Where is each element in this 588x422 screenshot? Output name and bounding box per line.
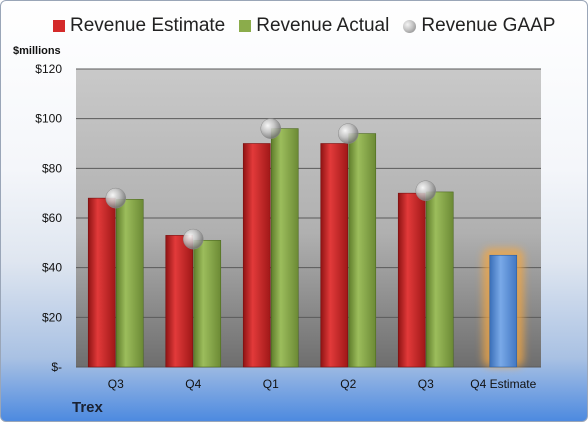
- x-tick-label: Q4: [185, 377, 201, 391]
- legend-item-actual: Revenue Actual: [239, 15, 389, 37]
- y-tick-label: $80: [42, 161, 62, 175]
- company-name: Trex: [72, 399, 103, 416]
- future-estimate-bar: [489, 254, 518, 368]
- gaap-markers: [105, 118, 436, 250]
- gaap-marker: [260, 118, 281, 139]
- gaap-marker: [183, 228, 204, 250]
- gaap-marker: [105, 187, 126, 209]
- legend-item-estimate: Revenue Estimate: [53, 15, 225, 37]
- x-tick-label: Q1: [263, 377, 279, 391]
- estimate-bar: [320, 143, 349, 368]
- x-tick-label: Q3: [418, 377, 434, 391]
- legend: Revenue Estimate Revenue Actual Revenue …: [53, 15, 555, 37]
- actual-bar: [270, 128, 299, 368]
- y-tick-label: $60: [42, 211, 62, 225]
- legend-label-gaap: Revenue GAAP: [421, 15, 556, 36]
- estimate-bar: [87, 197, 116, 368]
- y-tick-label: $100: [35, 112, 62, 126]
- estimate-bar: [397, 192, 426, 368]
- legend-swatch-estimate: [53, 20, 65, 32]
- legend-label-actual: Revenue Actual: [256, 15, 390, 36]
- gaap-marker: [338, 123, 359, 144]
- legend-label-estimate: Revenue Estimate: [70, 15, 226, 36]
- x-tick-label: Q2: [340, 377, 356, 391]
- x-axis-labels: Q3 Q4 Q1 Q2 Q3 Q4 Estimate: [108, 377, 537, 391]
- gaap-marker: [415, 180, 436, 201]
- y-axis-unit-label: $millions: [13, 45, 61, 57]
- legend-marker-gaap: [403, 19, 417, 33]
- x-tick-label: Q3: [108, 377, 124, 391]
- actual-bar: [348, 133, 377, 368]
- x-tick-label: Q4 Estimate: [470, 377, 536, 391]
- y-tick-label: $120: [35, 62, 62, 76]
- bar-series: [87, 128, 524, 368]
- y-tick-label: $-: [51, 360, 62, 374]
- actual-bar: [425, 191, 454, 368]
- grid-lines: [76, 68, 541, 368]
- legend-swatch-actual: [239, 20, 252, 32]
- estimate-bar: [165, 235, 194, 368]
- estimate-bar: [242, 143, 271, 368]
- actual-bar: [115, 199, 144, 368]
- actual-bar: [193, 240, 222, 368]
- y-axis-ticks: $- $20 $40 $60 $80 $100 $120: [35, 62, 62, 374]
- y-tick-label: $20: [42, 310, 62, 324]
- y-tick-label: $40: [42, 261, 62, 275]
- legend-item-gaap: Revenue GAAP: [403, 15, 555, 37]
